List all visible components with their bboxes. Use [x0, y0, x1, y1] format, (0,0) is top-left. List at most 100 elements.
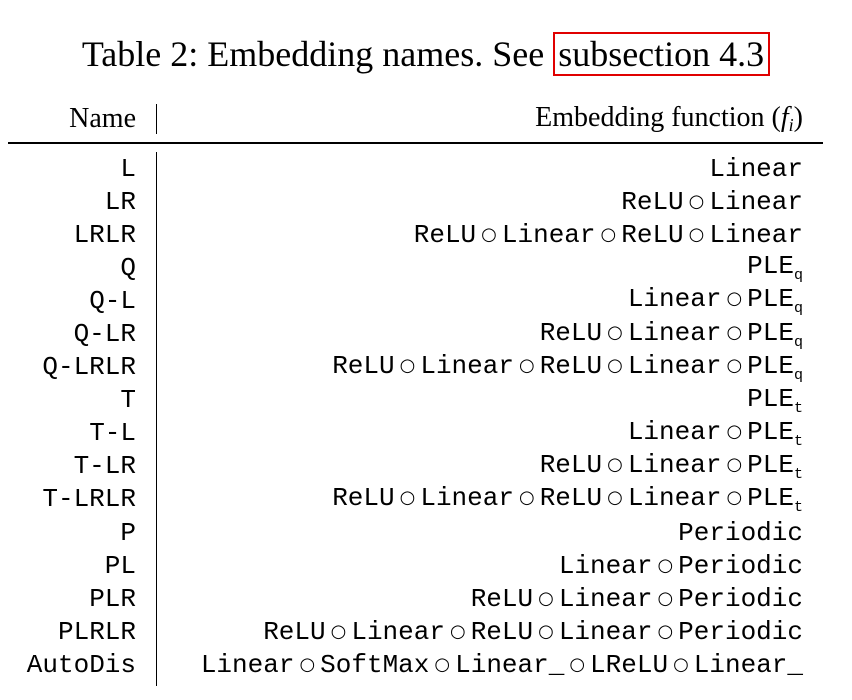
function-subscript: t [793, 465, 803, 483]
row-separator [156, 152, 176, 185]
composition-operator: ○ [518, 486, 535, 508]
function-term: PLE [747, 482, 794, 513]
header-column-separator [156, 104, 177, 134]
function-term: Periodic [678, 517, 803, 548]
header-func-sub: i [788, 115, 794, 135]
composition-operator: ○ [607, 453, 623, 475]
row-separator [156, 483, 176, 516]
row-name: LRLR [73, 219, 136, 250]
function-term: ReLU [470, 583, 534, 614]
row-name: AutoDis [26, 649, 136, 680]
function-term: Linear [420, 350, 514, 381]
header-func-text: Embedding function ( [535, 102, 781, 133]
function-subscript: q [793, 366, 803, 384]
row-name: Q-L [89, 285, 136, 316]
composition-operator: ○ [600, 223, 617, 245]
table-row: Q-L Linear ○ PLEq [8, 284, 823, 317]
composition-operator: ○ [673, 653, 689, 675]
row-embedding-function: ReLU ○ Linear ○ PLEt [176, 450, 823, 483]
row-embedding-function: Periodic [176, 518, 823, 548]
header-func-close: ) [793, 102, 803, 133]
row-separator [156, 317, 176, 350]
function-term: ReLU [413, 219, 477, 250]
function-term: Linear [501, 219, 596, 250]
row-separator [156, 351, 176, 384]
table-row: T-LR ReLU ○ Linear ○ PLEt [8, 450, 823, 483]
row-separator [156, 284, 176, 317]
table-row: LRLR ReLU ○ Linear ○ ReLU ○ Linear [8, 218, 823, 251]
table-row: AutoDis Linear ○ SoftMax ○ Linear_ ○ LReLU ○ Line… [8, 648, 823, 681]
row-embedding-function: Linear [176, 154, 823, 184]
row-embedding-function: ReLU ○ Linear ○ ReLU ○ Linear [176, 220, 823, 250]
function-term: ReLU [332, 350, 395, 381]
row-name: T-LR [73, 451, 136, 482]
composition-operator: ○ [726, 420, 743, 442]
table-row: Q-LRLR ReLU ○ Linear ○ ReLU ○ Linear ○ PLEq [8, 351, 823, 384]
composition-operator: ○ [538, 587, 554, 609]
composition-operator: ○ [481, 223, 497, 245]
function-term: PLE [747, 317, 794, 348]
row-name: T-LRLR [42, 484, 136, 515]
row-separator [156, 384, 176, 417]
header-name: Name [69, 103, 136, 134]
function-term: ReLU [263, 616, 326, 647]
composition-operator: ○ [657, 554, 674, 576]
composition-operator: ○ [569, 653, 586, 675]
table-row: T-LRLR ReLU ○ Linear ○ ReLU ○ Linear ○ PLEt [8, 483, 823, 516]
function-term: PLE [747, 251, 794, 282]
function-term: Linear [627, 482, 722, 513]
embedding-table: Name Embedding function (fi) L Linear LR Re… [8, 96, 823, 686]
function-term: Linear [558, 550, 653, 581]
table-row: Q PLEq [8, 251, 823, 284]
row-name: P [120, 517, 136, 548]
table-row: PLR ReLU ○ Linear ○ Periodic [8, 582, 823, 615]
function-term: Linear [558, 616, 653, 647]
row-embedding-function: PLEt [176, 384, 823, 417]
row-name: Q-LRLR [42, 352, 136, 383]
function-subscript: t [793, 432, 803, 450]
column-separator-line [156, 152, 157, 686]
function-term: PLE [747, 350, 794, 381]
table-row: T PLEt [8, 384, 823, 417]
composition-operator: ○ [299, 653, 316, 675]
composition-operator: ○ [726, 486, 743, 508]
function-term: LReLU [590, 649, 669, 680]
table-header-row: Name Embedding function (fi) [8, 96, 823, 144]
function-term: ReLU [539, 350, 603, 381]
caption-prefix: Table 2: Embedding names. See [81, 34, 554, 74]
composition-operator: ○ [607, 486, 623, 508]
function-term: ReLU [621, 219, 684, 250]
function-subscript: t [793, 399, 803, 417]
function-term: Linear [558, 583, 653, 614]
composition-operator: ○ [449, 620, 466, 642]
row-embedding-function: Linear ○ SoftMax ○ Linear_ ○ LReLU ○ Linear_ [176, 650, 823, 680]
composition-operator: ○ [726, 354, 743, 376]
function-term: PLE [747, 416, 794, 447]
table-caption: Table 2: Embedding names. See subsection… [0, 32, 852, 76]
function-term: Linear_ [693, 649, 803, 680]
row-separator [156, 582, 176, 615]
function-term: Linear [627, 416, 722, 447]
composition-operator: ○ [607, 321, 623, 343]
function-term: Periodic [678, 616, 803, 647]
row-embedding-function: PLEq [176, 251, 823, 284]
row-embedding-function: ReLU ○ Linear [176, 187, 823, 217]
row-embedding-function: ReLU ○ Linear ○ ReLU ○ Linear ○ Periodic [176, 617, 823, 647]
row-name: LR [104, 186, 136, 217]
function-term: PLE [747, 284, 794, 315]
header-func-symbol: f [780, 102, 789, 133]
row-name: Q [120, 252, 136, 283]
table-row: PL Linear ○ Periodic [8, 549, 823, 582]
table-row: L Linear [8, 152, 823, 185]
section-reference-link[interactable]: subsection 4.3 [553, 32, 771, 76]
function-term: ReLU [539, 449, 603, 480]
row-embedding-function: ReLU ○ Linear ○ ReLU ○ Linear ○ PLEq [176, 351, 823, 384]
row-separator [156, 251, 176, 284]
table-row: PLRLR ReLU ○ Linear ○ ReLU ○ Linear ○ Periodic [8, 615, 823, 648]
function-term: Linear [709, 153, 803, 184]
table-body: L Linear LR ReLU ○ Linear LRLR ReLU ○ Linear ○ ReLU… [8, 144, 823, 686]
function-subscript: q [793, 300, 803, 318]
composition-operator: ○ [399, 486, 416, 508]
row-name: L [120, 153, 136, 184]
row-name: T [120, 385, 136, 416]
